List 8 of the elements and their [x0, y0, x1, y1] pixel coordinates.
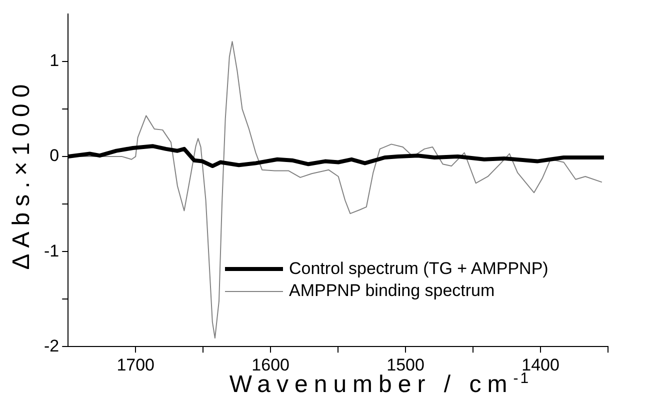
y-tick-label: 0: [50, 146, 60, 166]
x-tick-label: 1700: [116, 355, 155, 374]
legend-label: Control spectrum (TG + AMPPNP): [289, 259, 548, 279]
y-axis-title: ΔAbs.×1000: [8, 77, 36, 272]
legend-label: AMPPNP binding spectrum: [289, 281, 495, 301]
y-tick-label: -1: [44, 241, 60, 260]
y-tick-label: -2: [44, 336, 60, 356]
y-tick-label: 1: [50, 51, 60, 70]
